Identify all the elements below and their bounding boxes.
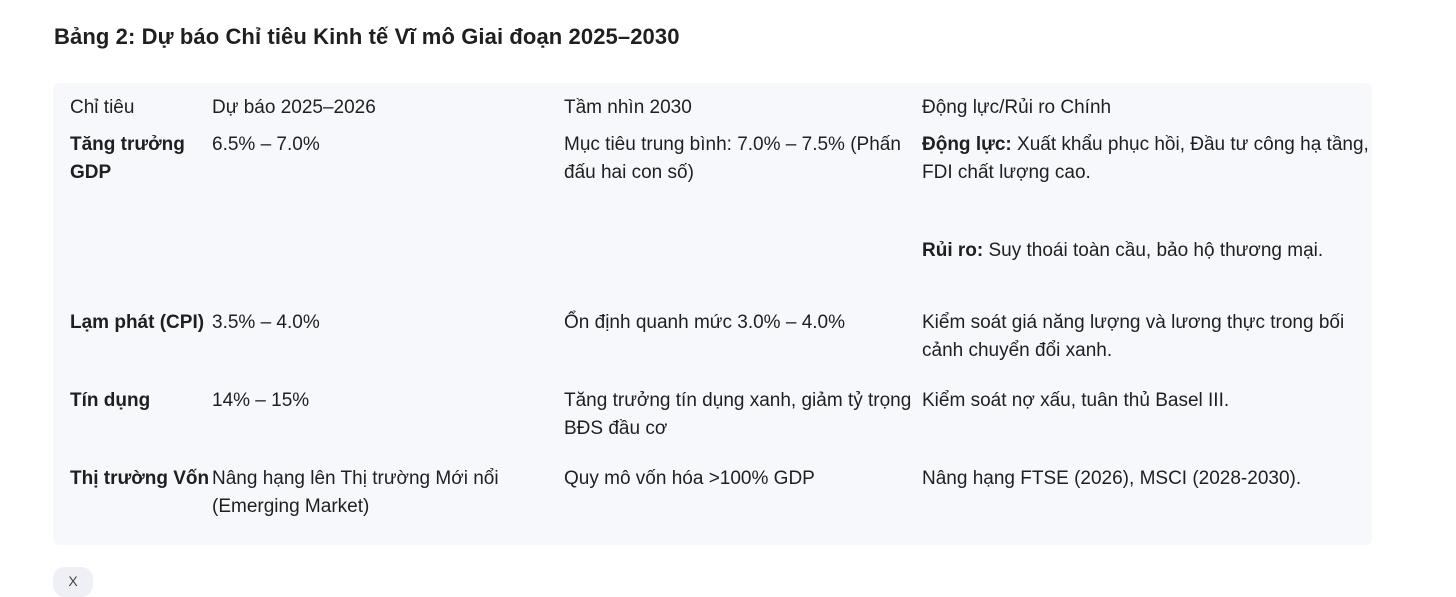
vision-cell: Mục tiêu trung bình: 7.0% – 7.5% (Phấn đ… <box>564 134 901 183</box>
column-header-vision: Tầm nhìn 2030 <box>564 97 692 118</box>
forecast-cell: 6.5% – 7.0% <box>212 134 320 155</box>
indicator-cell: Tăng trưởng GDP <box>70 134 185 183</box>
drivers-cell: Kiểm soát nợ xấu, tuân thủ Basel III. <box>922 390 1230 411</box>
vision-cell: Tăng trưởng tín dụng xanh, giảm tỷ trọng… <box>564 390 912 439</box>
forecast-table-container: Chỉ tiêu Dự báo 2025–2026 Tầm nhìn 2030 … <box>53 83 1372 545</box>
column-header-drivers: Động lực/Rủi ro Chính <box>922 97 1112 118</box>
driver-block: Động lực: Xuất khẩu phục hồi, Đầu tư côn… <box>922 134 1369 183</box>
forecast-cell: 14% – 15% <box>212 390 310 411</box>
forecast-cell: Nâng hạng lên Thị trường Mới nổi (Emergi… <box>212 468 499 517</box>
risk-text: Suy thoái toàn cầu, bảo hộ thương mại. <box>983 240 1324 261</box>
vision-cell: Quy mô vốn hóa >100% GDP <box>564 468 815 489</box>
forecast-table: Chỉ tiêu Dự báo 2025–2026 Tầm nhìn 2030 … <box>53 83 1372 529</box>
vision-cell: Ổn định quanh mức 3.0% – 4.0% <box>564 312 846 333</box>
risk-label: Rủi ro: <box>922 240 984 261</box>
indicator-cell: Tín dụng <box>70 390 151 411</box>
table-row: Tăng trưởng GDP 6.5% – 7.0% Mục tiêu tru… <box>53 131 1372 309</box>
table-title: Bảng 2: Dự báo Chỉ tiêu Kinh tế Vĩ mô Gi… <box>54 24 680 49</box>
risk-block: Rủi ro: Suy thoái toàn cầu, bảo hộ thươn… <box>922 237 1372 265</box>
drivers-cell: Nâng hạng FTSE (2026), MSCI (2028-2030). <box>922 468 1302 489</box>
table-header-row: Chỉ tiêu Dự báo 2025–2026 Tầm nhìn 2030 … <box>53 83 1372 131</box>
driver-label: Động lực: <box>922 134 1012 155</box>
column-header-indicator: Chỉ tiêu <box>70 97 135 118</box>
indicator-cell: Thị trường Vốn <box>70 468 210 489</box>
drivers-cell: Động lực: Xuất khẩu phục hồi, Đầu tư côn… <box>922 131 1372 309</box>
table-row: Lạm phát (CPI) 3.5% – 4.0% Ổn định quanh… <box>53 309 1372 387</box>
export-chip-button[interactable]: X <box>53 567 93 597</box>
table-row: Thị trường Vốn Nâng hạng lên Thị trường … <box>53 465 1372 529</box>
drivers-cell: Kiểm soát giá năng lượng và lương thực t… <box>922 312 1345 361</box>
column-header-forecast: Dự báo 2025–2026 <box>212 97 376 118</box>
driver-text: Xuất khẩu phục hồi, Đầu tư công hạ tầng,… <box>922 134 1369 183</box>
forecast-cell: 3.5% – 4.0% <box>212 312 320 333</box>
table-row: Tín dụng 14% – 15% Tăng trưởng tín dụng … <box>53 387 1372 465</box>
indicator-cell: Lạm phát (CPI) <box>70 312 205 333</box>
